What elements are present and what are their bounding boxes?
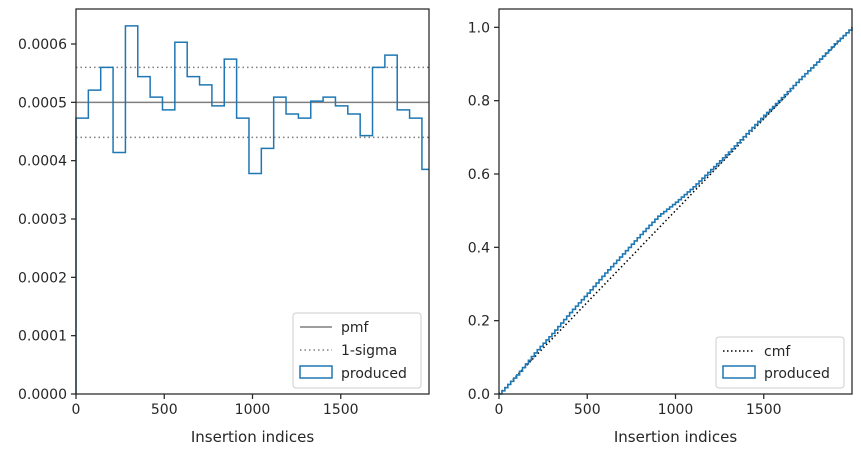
left-y-tick-label: 0.0001 bbox=[18, 329, 67, 345]
left-chart-panel: 0.0000 0.0001 0.0002 0.0003 0.0004 0.0005 0.00… bbox=[18, 8, 430, 446]
right-x-tick-label: 1000 bbox=[658, 402, 694, 418]
left-y-tick-label: 0.0000 bbox=[18, 387, 67, 403]
right-x-axis-label: Insertion indices bbox=[614, 428, 737, 446]
left-x-ticks: 0 500 1000 1500 bbox=[72, 394, 359, 418]
left-y-tick-label: 0.0004 bbox=[18, 154, 67, 170]
left-x-axis-label: Insertion indices bbox=[191, 428, 314, 446]
legend-1-sigma-label: 1-sigma bbox=[341, 343, 397, 359]
right-x-tick-label: 1500 bbox=[746, 402, 782, 418]
left-y-ticks: 0.0000 0.0001 0.0002 0.0003 0.0004 0.0005 0.00… bbox=[18, 37, 76, 403]
legend-produced-label: produced bbox=[341, 366, 407, 382]
left-x-tick-label: 1500 bbox=[323, 402, 359, 418]
right-y-tick-label: 0.6 bbox=[468, 167, 490, 183]
right-x-ticks: 0 500 1000 1500 bbox=[495, 394, 782, 418]
right-y-tick-label: 1.0 bbox=[468, 20, 490, 36]
right-y-ticks: 0.0 0.2 0.4 0.6 0.8 1.0 bbox=[468, 20, 499, 403]
right-legend: cmf produced bbox=[715, 336, 845, 389]
right-x-tick-label: 0 bbox=[495, 402, 504, 418]
right-y-tick-label: 0.0 bbox=[468, 387, 490, 403]
left-legend: pmf 1-sigma produced bbox=[292, 312, 422, 389]
legend-produced-swatch bbox=[299, 365, 333, 379]
legend-produced-label-right: produced bbox=[764, 366, 830, 382]
left-x-tick-label: 0 bbox=[72, 402, 81, 418]
right-y-tick-label: 0.4 bbox=[468, 240, 490, 256]
left-x-tick-label: 500 bbox=[151, 402, 178, 418]
left-x-tick-label: 1000 bbox=[235, 402, 271, 418]
left-y-tick-label: 0.0003 bbox=[18, 212, 67, 228]
right-plot-area bbox=[498, 26, 853, 395]
produced-cumulative-step bbox=[499, 27, 853, 395]
legend-pmf-label: pmf bbox=[341, 320, 370, 336]
left-y-tick-label: 0.0006 bbox=[18, 37, 67, 53]
right-legend-box bbox=[715, 336, 845, 389]
left-y-tick-label: 0.0005 bbox=[18, 95, 67, 111]
left-legend-box bbox=[292, 312, 422, 389]
legend-cmf-label: cmf bbox=[764, 344, 791, 360]
right-y-tick-label: 0.2 bbox=[468, 314, 490, 330]
right-chart-panel: 0.0 0.2 0.4 0.6 0.8 1.0 0 500 1000 1500 Insertio… bbox=[468, 8, 853, 446]
legend-produced-swatch-right bbox=[722, 365, 756, 379]
right-y-tick-label: 0.8 bbox=[468, 94, 490, 110]
left-plot-area bbox=[75, 25, 429, 394]
right-x-tick-label: 500 bbox=[574, 402, 601, 418]
produced-histogram-step bbox=[75, 25, 429, 394]
left-y-tick-label: 0.0002 bbox=[18, 270, 67, 286]
